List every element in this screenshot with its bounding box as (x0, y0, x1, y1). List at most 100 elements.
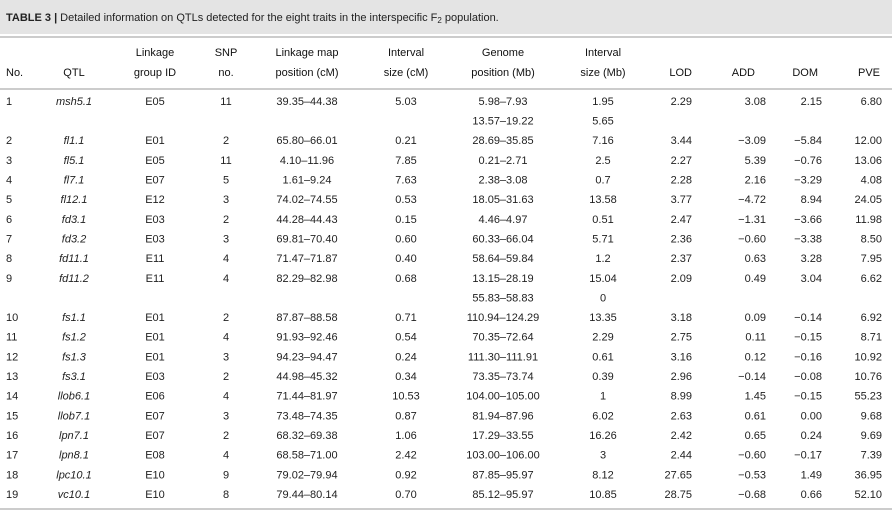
cell: 2 (223, 371, 229, 383)
cell: 8 (6, 253, 12, 265)
cell: 2.29 (592, 332, 613, 344)
column-header: position (cM) (276, 67, 339, 79)
cell: 2.42 (671, 430, 692, 442)
cell: E01 (145, 351, 165, 363)
cell: 0.09 (745, 312, 766, 324)
cell: 1 (600, 391, 606, 403)
cell: 4 (223, 253, 229, 265)
cell: fd11.1 (59, 253, 89, 265)
cell: 111.30–111.91 (468, 351, 538, 363)
cell: −3.38 (794, 233, 822, 245)
cell: −0.76 (794, 155, 822, 167)
cell: 104.00–105.00 (466, 391, 539, 403)
cell: msh5.1 (56, 96, 92, 108)
cell: 13.15–28.19 (472, 273, 533, 285)
cell: −3.09 (738, 135, 766, 147)
cell: 5.65 (592, 116, 613, 128)
cell: 4.46–4.97 (479, 214, 528, 226)
cell: −0.14 (794, 312, 822, 324)
cell: E07 (145, 410, 165, 422)
cell: 9.68 (861, 410, 882, 422)
column-header: Linkage map (276, 47, 339, 59)
cell: 2.47 (671, 214, 692, 226)
cell: 94.23–94.47 (276, 351, 337, 363)
cell: 17.29–33.55 (472, 430, 533, 442)
cell: 1.45 (745, 391, 766, 403)
cell: 13.06 (854, 155, 882, 167)
cell: 103.00–106.00 (466, 450, 539, 462)
cell: 1.61–9.24 (283, 175, 332, 187)
cell: 36.95 (854, 469, 882, 481)
cell: 79.44–80.14 (276, 489, 337, 501)
cell: E07 (145, 430, 165, 442)
cell: −4.72 (738, 194, 766, 206)
title-band (0, 0, 892, 34)
cell: E03 (145, 214, 165, 226)
cell: −0.15 (794, 391, 822, 403)
cell: 3.04 (801, 273, 822, 285)
cell: 9 (6, 273, 12, 285)
cell: E05 (145, 96, 165, 108)
cell: −0.60 (738, 233, 766, 245)
cell: 0.39 (592, 371, 613, 383)
cell: 8.99 (671, 391, 692, 403)
cell: 1.2 (595, 253, 610, 265)
cell: 13.58 (589, 194, 617, 206)
cell: 3.16 (671, 351, 692, 363)
cell: 2.5 (595, 155, 610, 167)
cell: 4 (223, 273, 229, 285)
column-header: ADD (732, 67, 755, 79)
cell: 110.94–124.29 (467, 312, 540, 324)
cell: 11 (220, 155, 231, 167)
cell: 0.71 (395, 312, 416, 324)
cell: 0 (600, 292, 606, 304)
cell: 85.12–95.97 (472, 489, 533, 501)
cell: 24.05 (854, 194, 882, 206)
cell: E06 (145, 391, 165, 403)
cell: 68.58–71.00 (276, 450, 337, 462)
cell: 3.77 (671, 194, 692, 206)
cell: 11 (220, 96, 231, 108)
cell: 0.21–2.71 (479, 155, 528, 167)
cell: fs1.2 (62, 332, 86, 344)
column-header: size (cM) (384, 67, 429, 79)
cell: 2 (6, 135, 12, 147)
cell: 5.03 (395, 96, 416, 108)
cell: lpn7.1 (59, 430, 89, 442)
cell: 3 (600, 450, 606, 462)
cell: 55.83–58.83 (472, 292, 533, 304)
cell: 13 (6, 371, 18, 383)
cell: 4 (223, 332, 229, 344)
cell: fs1.1 (62, 312, 86, 324)
cell: 60.33–66.04 (472, 233, 533, 245)
cell: 5.39 (745, 155, 766, 167)
cell: −0.53 (738, 469, 766, 481)
cell: 0.12 (745, 351, 766, 363)
cell: E12 (145, 194, 165, 206)
cell: 0.53 (395, 194, 416, 206)
cell: 65.80–66.01 (276, 135, 337, 147)
cell: 0.87 (395, 410, 416, 422)
cell: 0.65 (745, 430, 766, 442)
cell: fd11.2 (59, 273, 89, 285)
cell: 4 (6, 175, 12, 187)
cell: lpc10.1 (56, 469, 91, 481)
title-label: TABLE 3 | (6, 12, 57, 24)
cell: −5.84 (794, 135, 822, 147)
cell: 68.32–69.38 (276, 430, 337, 442)
column-header: Linkage (136, 47, 175, 59)
cell: 7 (6, 233, 12, 245)
cell: 0.70 (395, 489, 416, 501)
column-header: group ID (134, 67, 176, 79)
cell: 0.24 (395, 351, 416, 363)
cell: 3 (223, 410, 229, 422)
cell: E10 (145, 469, 165, 481)
cell: 4.10–11.96 (280, 155, 334, 167)
cell: 0.7 (595, 175, 610, 187)
cell: 0.11 (745, 332, 766, 344)
cell: 0.51 (592, 214, 613, 226)
cell: 11 (6, 332, 17, 344)
cell: 3 (223, 351, 229, 363)
cell: E05 (145, 155, 165, 167)
cell: 5.71 (592, 233, 613, 245)
